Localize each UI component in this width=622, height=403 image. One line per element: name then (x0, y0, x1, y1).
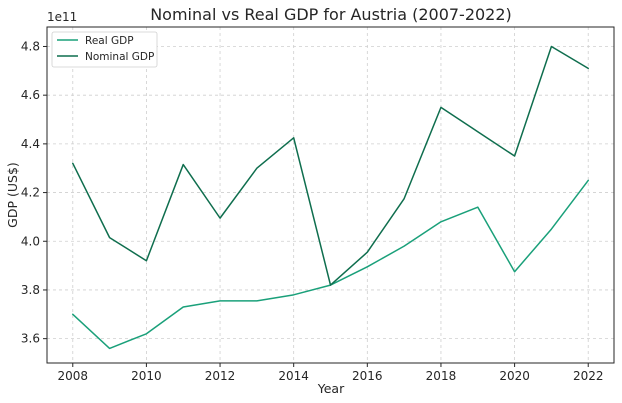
y-axis-ticks: 3.6 3.8 4.0 4.2 4.4 4.6 4.8 (21, 39, 47, 346)
y-tick-label: 4.2 (21, 186, 40, 200)
x-tick-label: 2018 (426, 369, 457, 383)
grid (47, 27, 614, 363)
x-axis-ticks: 2008 2010 2012 2014 2016 2018 2020 2022 (57, 363, 604, 383)
x-tick-label: 2016 (352, 369, 383, 383)
x-tick-label: 2020 (499, 369, 530, 383)
y-axis-label: GDP (US$) (5, 162, 20, 228)
y-tick-label: 4.4 (21, 137, 40, 151)
x-tick-label: 2014 (278, 369, 309, 383)
legend-label-nominal-gdp: Nominal GDP (85, 51, 154, 63)
y-tick-label: 4.8 (21, 39, 40, 53)
series-line-nominal-gdp (72, 45, 589, 286)
x-axis-label: Year (317, 381, 345, 396)
series-lines (72, 45, 589, 350)
x-tick-label: 2008 (57, 369, 88, 383)
plot-frame (46, 26, 615, 364)
legend: Real GDP Nominal GDP (51, 31, 158, 68)
x-tick-label: 2012 (205, 369, 236, 383)
y-tick-label: 3.6 (21, 332, 40, 346)
x-tick-label: 2022 (573, 369, 604, 383)
series-line-real-gdp (72, 179, 589, 350)
legend-label-real-gdp: Real GDP (85, 35, 134, 47)
y-tick-label: 4.0 (21, 234, 40, 248)
x-tick-label: 2010 (131, 369, 162, 383)
y-tick-label: 4.6 (21, 88, 40, 102)
chart-title: Nominal vs Real GDP for Austria (2007-20… (150, 5, 512, 24)
y-tick-label: 3.8 (21, 283, 40, 297)
y-offset-label: 1e11 (47, 10, 77, 24)
legend-box (51, 31, 158, 68)
